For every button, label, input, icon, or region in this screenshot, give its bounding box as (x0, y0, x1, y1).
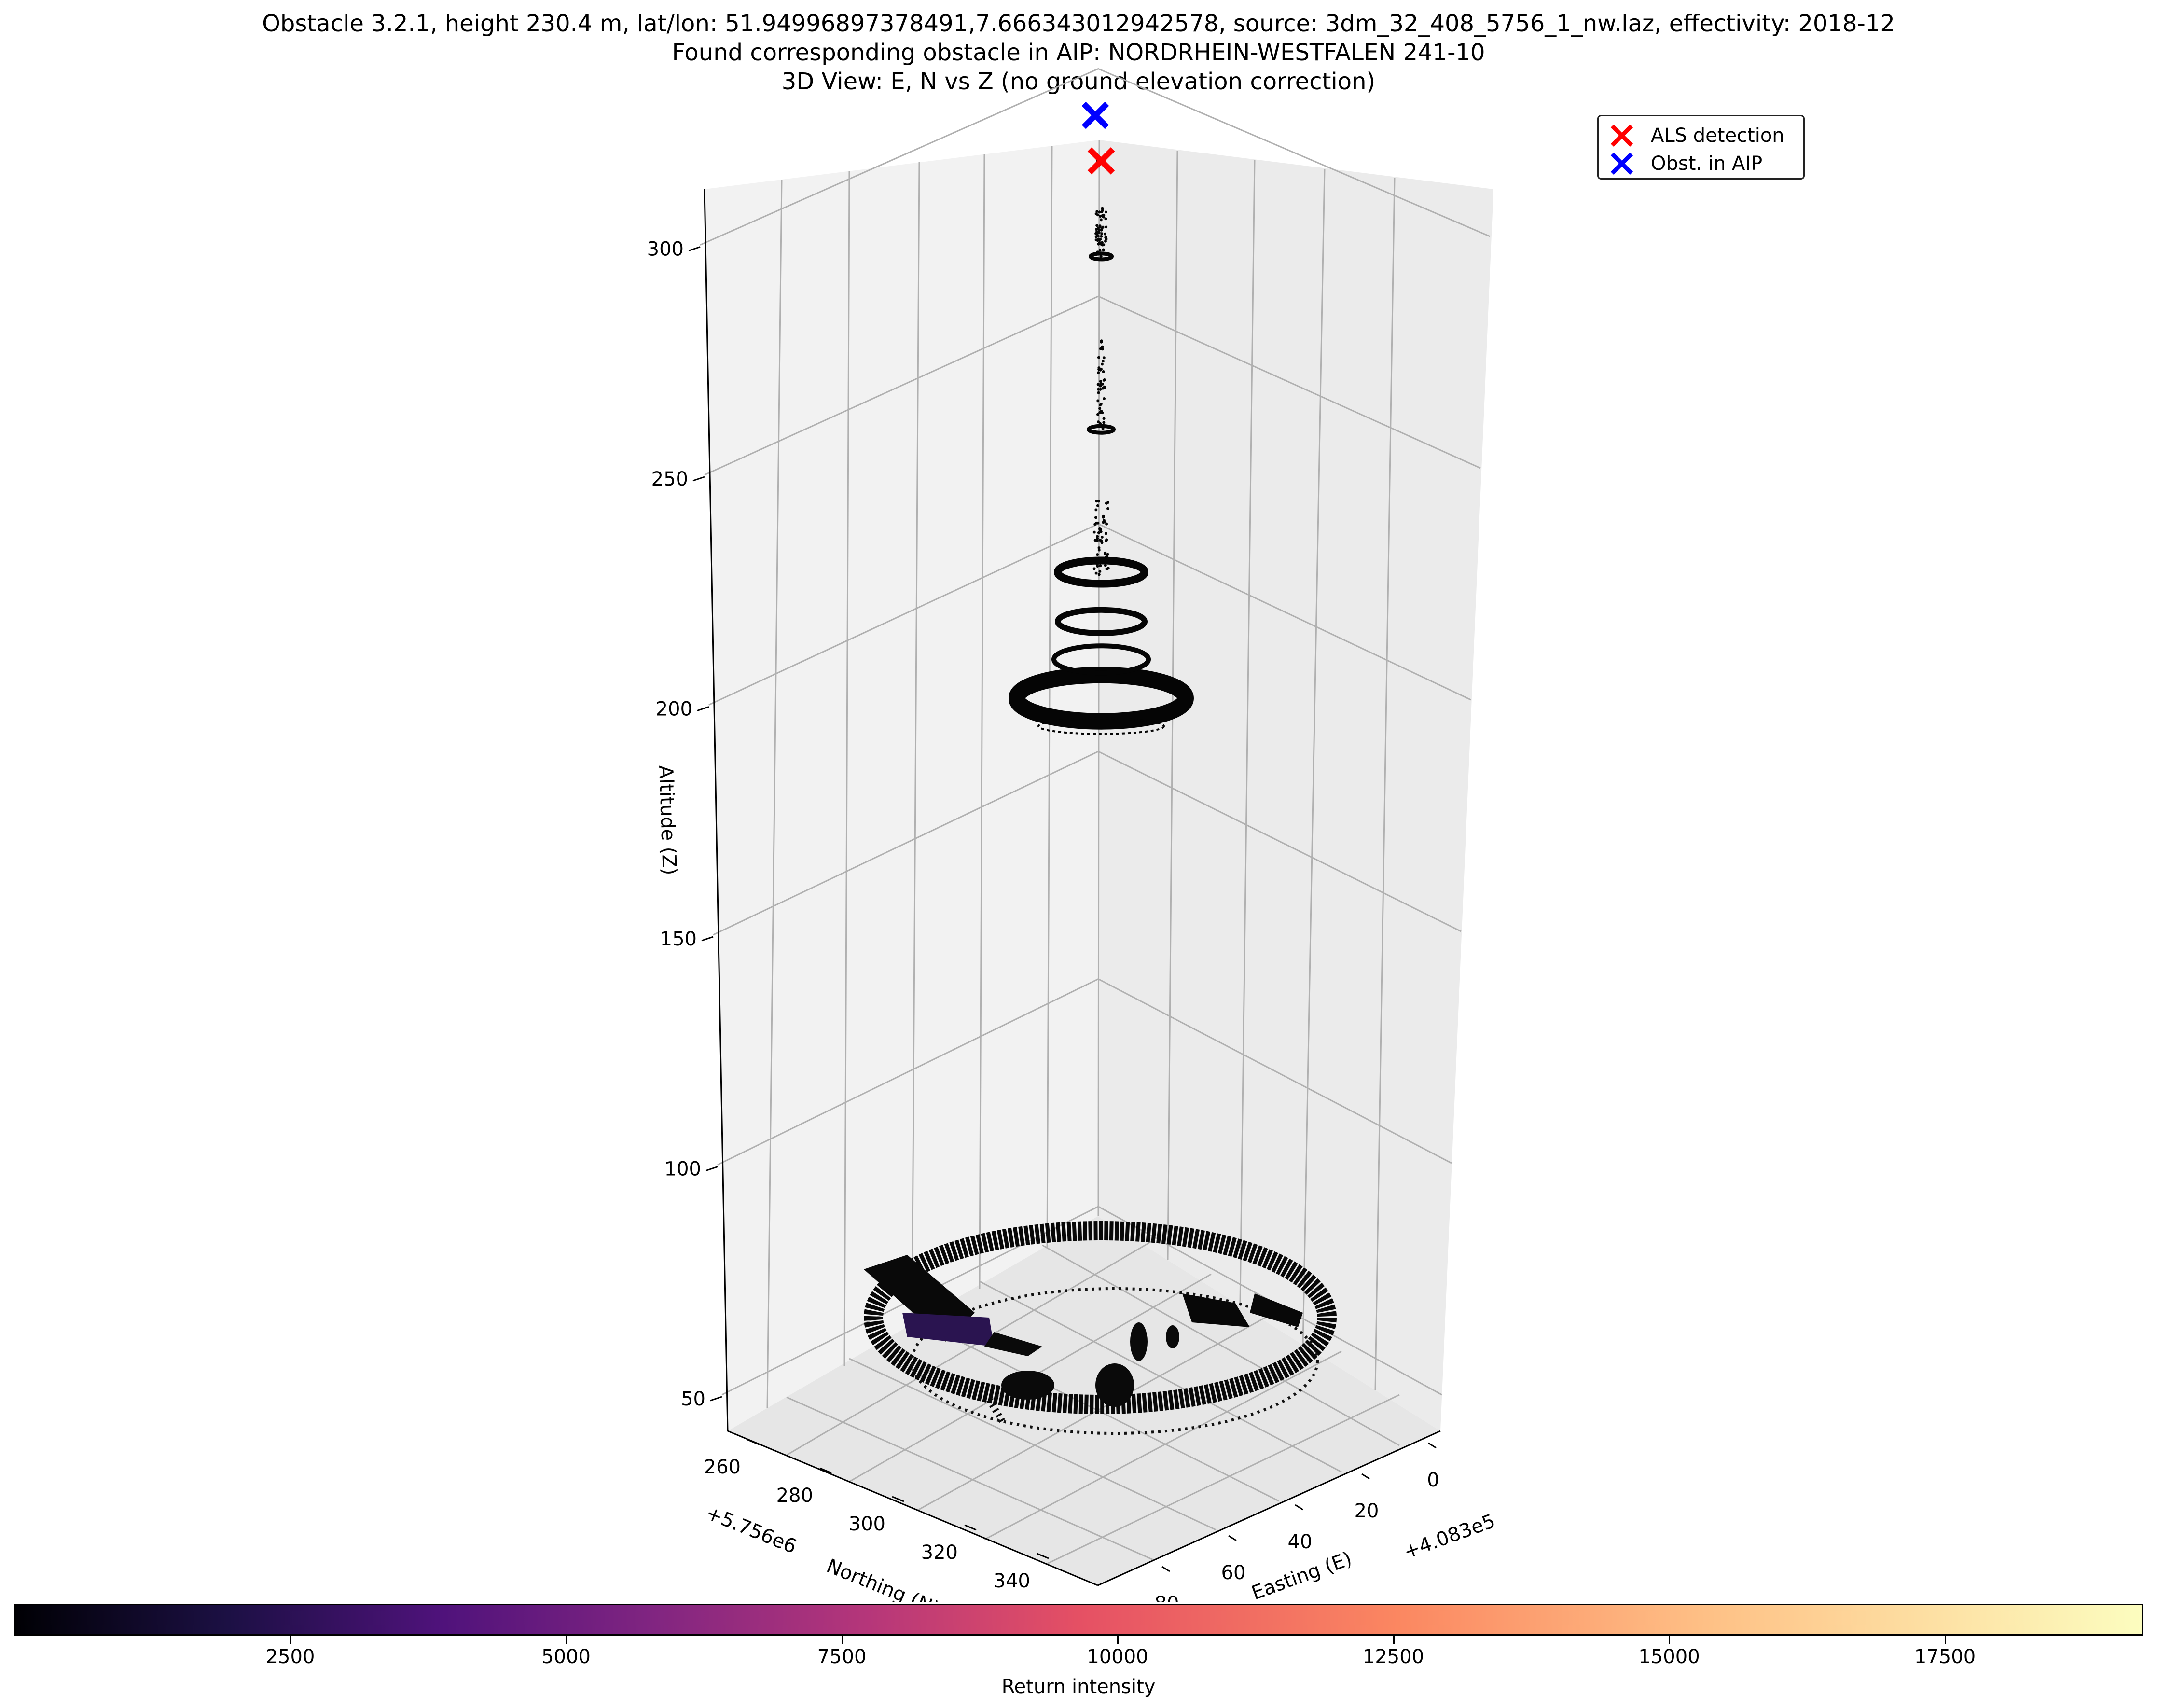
y-tick-mark (892, 1496, 904, 1502)
x-icon (1610, 152, 1633, 175)
colorbar-tick-label: 5000 (541, 1646, 591, 1668)
aip-obstacle-marker (1081, 101, 1109, 129)
colorbar (14, 1604, 2143, 1636)
legend-label-aip: Obst. in AIP (1651, 153, 1763, 175)
z-tick-mark (692, 476, 705, 482)
z-axis-ticks: 50 100 150 200 250 300 (647, 238, 722, 1410)
x-axis-offset-label: +4.083e5 (1401, 1510, 1498, 1563)
legend-label-als: ALS detection (1651, 125, 1784, 147)
y-tick-mark (964, 1524, 977, 1531)
colorbar-tick-mark (1393, 1636, 1395, 1644)
y-tick-label: 300 (849, 1513, 885, 1535)
x-icon (1610, 124, 1633, 147)
y-tick-mark (747, 1439, 760, 1445)
y-tick-label: 320 (921, 1541, 958, 1564)
colorbar-tick-mark (290, 1636, 291, 1644)
y-axis-offset-label: +5.756e6 (703, 1502, 800, 1558)
z-tick-mark (697, 706, 709, 711)
z-tick-mark (705, 1166, 718, 1171)
x-tick-mark (1161, 1566, 1170, 1572)
x-tick-label: 0 (1427, 1469, 1439, 1491)
z-tick-label: 150 (660, 928, 697, 950)
als-detection-marker (1087, 147, 1115, 175)
chart-title-line-1: Obstacle 3.2.1, height 230.4 m, lat/lon:… (262, 10, 1895, 37)
colorbar-tick-label: 15000 (1638, 1646, 1700, 1668)
x-axis-ticks: 0 20 40 60 80 (1155, 1442, 1439, 1602)
z-tick-mark (701, 936, 714, 942)
y-tick-mark (819, 1467, 832, 1474)
y-tick-label: 260 (704, 1456, 741, 1478)
x-tick-label: 80 (1155, 1593, 1179, 1602)
z-tick-label: 50 (681, 1388, 705, 1410)
y-tick-label: 340 (994, 1570, 1030, 1592)
point-cloud-tower (1009, 157, 1194, 735)
colorbar-tick-label: 12500 (1362, 1646, 1424, 1668)
x-tick-mark (1361, 1473, 1370, 1480)
x-axis-label: Easting (E) (1249, 1548, 1355, 1602)
3d-scatter-plot: 50 100 150 200 250 300 260 280 300 320 340 0 20 40 6… (647, 68, 1498, 1602)
back-right-pane (1098, 140, 1493, 1431)
y-tick-label: 280 (776, 1485, 813, 1507)
z-tick-label: 100 (664, 1158, 701, 1180)
y-axis-ticks: 260 280 300 320 340 (704, 1439, 1049, 1592)
x-tick-mark (1228, 1535, 1237, 1541)
legend: ALS detection Obst. in AIP (1597, 115, 1805, 180)
x-tick-label: 40 (1288, 1531, 1313, 1553)
z-tick-label: 200 (656, 698, 692, 721)
x-tick-label: 20 (1355, 1500, 1379, 1522)
colorbar-tick-label: 17500 (1914, 1646, 1976, 1668)
z-tick-label: 300 (647, 238, 684, 261)
chart-title-line-2: Found corresponding obstacle in AIP: NOR… (672, 39, 1485, 66)
colorbar-tick-label: 10000 (1087, 1646, 1148, 1668)
y-tick-mark (1037, 1553, 1049, 1559)
colorbar-tick-mark (1669, 1636, 1671, 1644)
z-axis-label: Altitude (Z) (654, 765, 680, 875)
colorbar-tick-label: 7500 (817, 1646, 867, 1668)
z-axis-spine (704, 189, 729, 1431)
x-tick-mark (1295, 1504, 1303, 1511)
colorbar-tick-mark (841, 1636, 843, 1644)
z-tick-label: 250 (651, 468, 688, 490)
x-tick-label: 60 (1221, 1562, 1246, 1584)
colorbar-tick-mark (566, 1636, 567, 1644)
chart-title-line-3: 3D View: E, N vs Z (no ground elevation … (781, 68, 1376, 95)
legend-item-als: ALS detection (1607, 121, 1784, 150)
colorbar-tick-mark (1117, 1636, 1119, 1644)
z-tick-mark (688, 246, 701, 251)
y-axis-spine (727, 1430, 1098, 1586)
z-tick-mark (710, 1396, 722, 1402)
colorbar-tick-mark (1944, 1636, 1946, 1644)
x-tick-mark (1428, 1442, 1437, 1449)
colorbar-tick-label: 2500 (265, 1646, 315, 1668)
x-axis-spine (1097, 1430, 1441, 1586)
legend-item-aip: Obst. in AIP (1607, 149, 1762, 178)
point-cloud-ground (864, 1221, 1337, 1435)
back-left-pane (705, 140, 1099, 1431)
colorbar-label: Return intensity (1001, 1676, 1156, 1698)
detection-markers (1081, 101, 1115, 175)
